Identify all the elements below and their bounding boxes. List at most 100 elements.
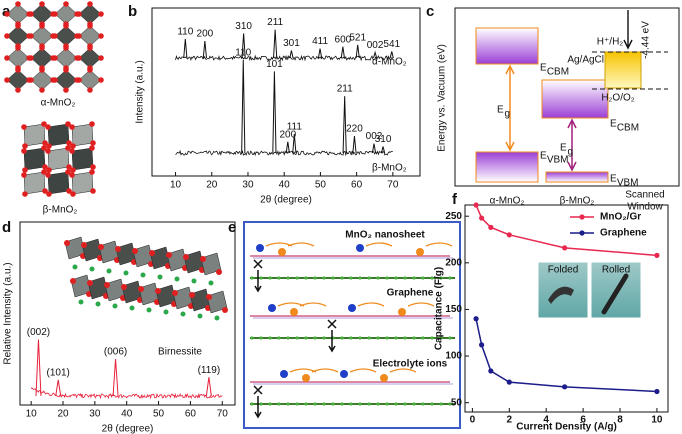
- x-axis-label: Current Density (A/g): [516, 422, 617, 433]
- graphene-atom: [439, 336, 443, 340]
- oxygen-atom: [41, 169, 47, 175]
- peak: [292, 134, 297, 154]
- octahedron: [30, 69, 54, 91]
- scheme-frame: [243, 221, 461, 429]
- panel-label: e: [228, 219, 236, 236]
- ref-label: Ag/AgCl: [567, 55, 604, 66]
- oxygen-atom: [42, 164, 48, 170]
- oxygen-atom: [42, 140, 48, 146]
- point: [479, 215, 485, 221]
- graphene-atom: [277, 402, 281, 406]
- y-tick-label: 100: [445, 351, 462, 362]
- oxygen-atom: [45, 148, 51, 154]
- graphene-atom: [385, 276, 389, 280]
- graphene-atom: [349, 402, 353, 406]
- ion-arrow: [389, 368, 417, 373]
- peak: [352, 135, 357, 154]
- peak-label: 101: [266, 59, 283, 70]
- point: [562, 245, 568, 251]
- oxygen-atom: [200, 256, 206, 262]
- peak: [342, 96, 347, 154]
- ion: [416, 248, 424, 256]
- peak-label: 200: [279, 129, 296, 140]
- plot-frame: [454, 7, 680, 187]
- peak: [205, 377, 212, 397]
- oxygen-atom: [69, 148, 75, 154]
- graphene-atom: [340, 402, 344, 406]
- symbol: E: [610, 119, 617, 130]
- plot-frame: [151, 7, 421, 177]
- structure-label: β-MnO₂: [43, 205, 78, 216]
- x-tick-label: 30: [89, 409, 101, 420]
- octahedron: [23, 123, 46, 147]
- oxygen-atom: [104, 282, 110, 288]
- graphene-atom: [322, 402, 326, 406]
- oxygen-atom: [63, 45, 69, 51]
- oxygen-atom: [21, 124, 27, 130]
- peak-label: 310: [375, 134, 392, 145]
- oxygen-atom: [87, 67, 93, 73]
- peak-label: 541: [383, 39, 400, 50]
- window-band: [604, 51, 642, 89]
- graphene-atom: [403, 276, 407, 280]
- oxygen-atom: [28, 33, 34, 39]
- oxygen-atom: [70, 278, 76, 284]
- ion: [280, 370, 288, 378]
- peak-label: (119): [198, 365, 221, 376]
- symbol: E: [540, 63, 547, 74]
- oxygen-atom: [28, 55, 34, 61]
- series-line: [475, 318, 657, 393]
- octahedron: [54, 25, 78, 47]
- x-tick-label: 10: [170, 180, 182, 191]
- x-tick-label: 50: [153, 409, 165, 420]
- peak: [289, 50, 294, 59]
- oxygen-atom: [46, 167, 52, 173]
- octahedron: [78, 25, 102, 47]
- peak: [317, 48, 323, 59]
- x-tick-label: 2: [507, 415, 513, 426]
- trace-baseline: [175, 149, 393, 157]
- peak: [355, 44, 360, 59]
- cation: [89, 266, 95, 272]
- peak: [285, 141, 290, 154]
- graphene-atom: [286, 402, 290, 406]
- peak: [273, 29, 278, 59]
- oxygen-atom: [76, 55, 82, 61]
- peak-label: 310: [235, 21, 252, 32]
- graphene-atom: [367, 336, 371, 340]
- oxygen-atom: [15, 45, 21, 51]
- oxygen-atom: [39, 1, 45, 7]
- peak: [112, 358, 119, 397]
- oxygen-atom: [216, 269, 222, 275]
- oxygen-atom: [87, 280, 93, 286]
- y-axis-label: Intensity (a.u.): [135, 60, 146, 123]
- oxygen-atom: [155, 288, 161, 294]
- graphene-atom: [340, 276, 344, 280]
- symbol: E: [610, 174, 617, 185]
- plot-frame: [19, 221, 236, 406]
- graphene-atom: [286, 336, 290, 340]
- subscript: g: [504, 109, 510, 120]
- blocked: [253, 385, 263, 419]
- oxygen-atom: [183, 254, 189, 260]
- graphene-atom: [439, 402, 443, 406]
- legend-label: Graphene: [600, 228, 647, 239]
- oxygen-atom: [87, 1, 93, 7]
- arrow: [623, 10, 633, 50]
- panel-label: b: [128, 3, 137, 20]
- x-axis-label: 2θ (degree): [260, 195, 312, 206]
- graphene-atom: [358, 336, 362, 340]
- subscript: VBM: [547, 155, 569, 166]
- oxygen-atom: [76, 77, 82, 83]
- ion: [302, 374, 310, 382]
- oxygen-atom: [69, 172, 75, 178]
- graphene-atom: [403, 402, 407, 406]
- peak: [241, 59, 246, 154]
- graphene-atom: [430, 402, 434, 406]
- ion: [290, 308, 298, 316]
- oxygen-atom: [4, 11, 10, 17]
- graphene-atom: [358, 402, 362, 406]
- oxygen-atom: [206, 294, 212, 300]
- peak: [371, 143, 377, 154]
- graphene-atom: [421, 402, 425, 406]
